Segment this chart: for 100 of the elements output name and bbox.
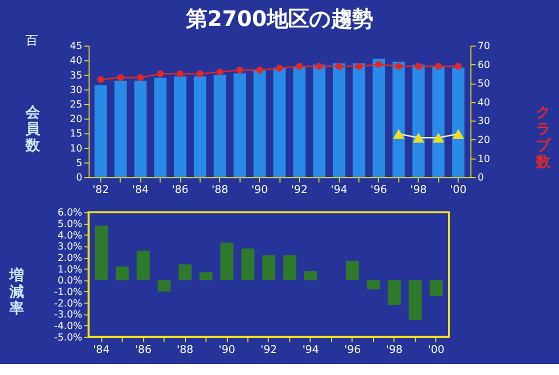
point — [216, 68, 224, 76]
y-tick-label: -1.0% — [54, 286, 82, 298]
x-tick-label: '98 — [410, 183, 428, 196]
text: 百 — [26, 32, 39, 48]
bar — [392, 62, 405, 178]
y-axis-title: 会員数 — [24, 104, 42, 154]
bar — [194, 76, 206, 178]
bar — [313, 64, 326, 178]
bar — [408, 280, 422, 320]
y-tick-label: -4.0% — [54, 320, 82, 332]
bar — [200, 272, 212, 280]
x-tick-label: '84 — [132, 183, 149, 196]
point — [375, 61, 382, 68]
y-tick-label: 15 — [70, 128, 82, 140]
x-tick-label: '90 — [218, 342, 236, 356]
bar — [273, 68, 286, 178]
x-tick-label: '00 — [450, 183, 467, 196]
y2-tick-label: 30 — [478, 116, 490, 128]
bar — [366, 280, 380, 290]
y-tick-label: 25 — [70, 100, 82, 110]
point — [336, 62, 343, 70]
bar — [430, 280, 443, 296]
point — [97, 76, 104, 83]
bar — [253, 70, 266, 178]
point — [454, 62, 462, 70]
bar — [154, 78, 166, 178]
y-tick-label: -3.0% — [54, 310, 82, 321]
y-axis-title: 増減率 — [8, 266, 25, 317]
y-tick-label: -2.0% — [54, 298, 82, 310]
point — [415, 62, 422, 70]
point — [395, 62, 402, 70]
x-tick-label: '90 — [251, 183, 268, 196]
bar — [372, 58, 385, 178]
y-tick-label: 2.0% — [58, 252, 82, 264]
y-tick-label: 40 — [70, 56, 82, 67]
x-tick-label: '96 — [370, 183, 388, 196]
y2-tick-label: 20 — [478, 134, 490, 146]
bar — [214, 74, 226, 178]
point — [156, 70, 164, 78]
bar — [114, 80, 127, 178]
point — [296, 62, 303, 70]
point — [137, 74, 144, 82]
y-tick-label: 5 — [76, 158, 82, 169]
point — [196, 70, 204, 78]
bar — [158, 280, 171, 292]
y2-tick-label: 10 — [478, 154, 490, 165]
bar — [283, 255, 296, 280]
point — [236, 66, 244, 74]
y2-tick-label: 50 — [478, 78, 490, 90]
x-tick-label: '00 — [428, 342, 445, 356]
x-tick-label: '92 — [291, 183, 308, 196]
bar — [432, 66, 445, 178]
bar — [134, 80, 147, 178]
point — [316, 62, 323, 70]
x-tick-label: '88 — [176, 342, 194, 356]
x-tick-label: '92 — [260, 342, 278, 356]
y-tick-label: 6.0% — [58, 208, 82, 219]
x-tick-label: '98 — [386, 342, 403, 356]
bar — [234, 73, 246, 178]
bar — [116, 266, 129, 280]
x-tick-label: '86 — [134, 342, 152, 356]
bar — [388, 280, 401, 306]
point — [117, 74, 124, 82]
bar — [293, 66, 306, 178]
point — [432, 132, 444, 143]
bar — [94, 85, 107, 178]
bar — [136, 250, 150, 280]
point — [412, 132, 424, 143]
bar — [412, 64, 425, 178]
y-tick-label: 4.0% — [58, 230, 82, 242]
x-tick-label: '94 — [302, 342, 320, 356]
x-tick-label: '88 — [212, 183, 228, 196]
bar — [94, 226, 108, 280]
y-tick-label: 1.0% — [58, 264, 82, 276]
point — [392, 128, 404, 139]
bar — [174, 76, 186, 178]
bar — [220, 242, 234, 280]
x-tick-label: '84 — [93, 342, 110, 356]
point — [256, 66, 264, 74]
y-tick-label: 5.0% — [58, 218, 82, 230]
y-tick-label: 45 — [70, 41, 82, 52]
y-tick-label: 0.0% — [58, 276, 82, 287]
y-tick-label: -5.0% — [54, 332, 82, 344]
y2-tick-label: 60 — [478, 60, 490, 71]
bar — [304, 271, 318, 280]
bar — [452, 68, 464, 178]
point — [276, 64, 283, 72]
y2-tick-label: 0 — [478, 172, 484, 184]
point — [434, 62, 442, 70]
y2-tick-label: 40 — [478, 97, 490, 108]
x-tick-label: '96 — [344, 342, 361, 356]
point — [452, 128, 464, 139]
bar — [332, 63, 346, 178]
bar — [241, 248, 254, 280]
bar — [352, 63, 366, 178]
y-tick-label: 0 — [76, 172, 82, 184]
point — [356, 62, 362, 70]
y-tick-label: 20 — [70, 114, 82, 126]
y2-tick-label: 70 — [478, 41, 490, 52]
bar — [262, 255, 276, 280]
